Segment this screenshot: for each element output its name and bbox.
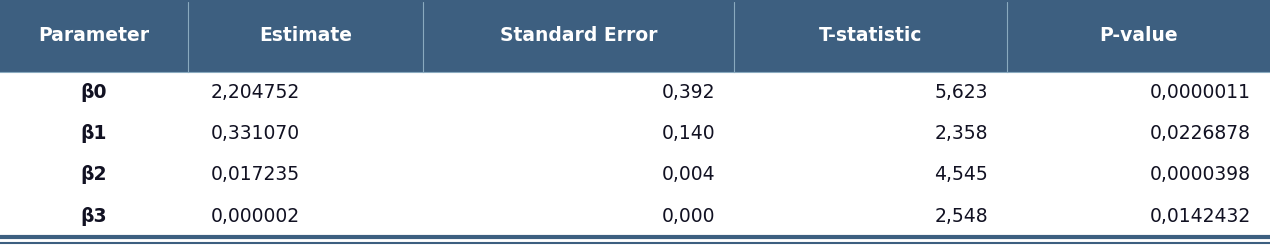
Text: Estimate: Estimate <box>259 26 352 45</box>
Text: 0,0142432: 0,0142432 <box>1149 207 1251 226</box>
Text: 0,140: 0,140 <box>662 124 715 143</box>
Text: T-statistic: T-statistic <box>819 26 922 45</box>
Text: 2,204752: 2,204752 <box>211 83 300 102</box>
Text: 0,0000011: 0,0000011 <box>1149 83 1251 102</box>
Bar <box>0 0 1270 72</box>
Text: β3: β3 <box>81 207 107 226</box>
Text: 4,545: 4,545 <box>935 166 988 184</box>
Text: Parameter: Parameter <box>38 26 150 45</box>
Text: 0,392: 0,392 <box>662 83 715 102</box>
Text: P-value: P-value <box>1100 26 1177 45</box>
Text: 0,000002: 0,000002 <box>211 207 300 226</box>
Text: β0: β0 <box>81 83 107 102</box>
Text: 0,000: 0,000 <box>662 207 715 226</box>
Text: β1: β1 <box>81 124 107 143</box>
Text: 5,623: 5,623 <box>935 83 988 102</box>
Text: 0,331070: 0,331070 <box>211 124 300 143</box>
Text: β2: β2 <box>81 166 107 184</box>
Text: 0,017235: 0,017235 <box>211 166 300 184</box>
Text: 0,004: 0,004 <box>662 166 715 184</box>
Text: Standard Error: Standard Error <box>499 26 658 45</box>
Text: 2,548: 2,548 <box>935 207 988 226</box>
Text: 0,0000398: 0,0000398 <box>1149 166 1251 184</box>
Text: 0,0226878: 0,0226878 <box>1149 124 1251 143</box>
Text: 2,358: 2,358 <box>935 124 988 143</box>
